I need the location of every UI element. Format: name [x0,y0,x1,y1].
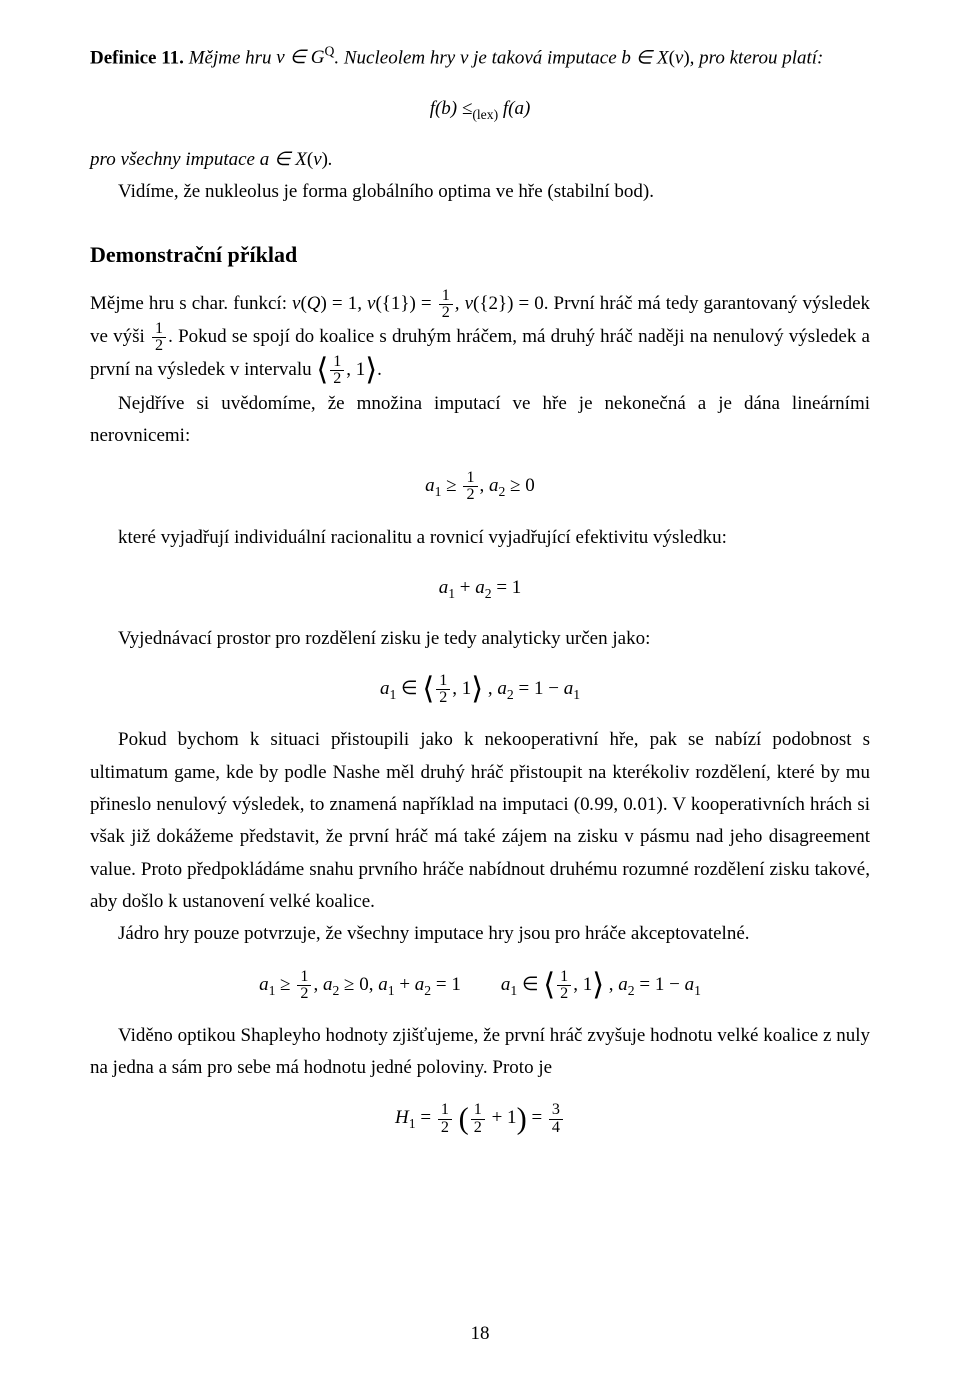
equation-row-right: a1 ∈ ⟨12, 1⟩ , a2 = 1 − a1 [501,969,701,1002]
eq1-b: f(a) [498,98,530,119]
para-jadro: Jádro hry pouze potvrzuje, že všechny im… [90,918,870,950]
equation-sum: a1 + a2 = 1 [90,572,870,605]
section-heading: Demonstrační příklad [90,236,870,273]
equation-row-left: a1 ≥ 12, a2 ≥ 0, a1 + a2 = 1 [259,969,461,1002]
definition-label: Definice 11. [90,47,184,68]
para-vyjednavaci: Vyjednávací prostor pro rozdělení zisku … [90,623,870,655]
p1-a: Mějme hru s char. funkcí: [90,293,292,314]
equation-lex: f(b) ≤(lex) f(a) [90,93,870,126]
equation-ineq: a1 ≥ 12, a2 ≥ 0 [90,470,870,503]
para-pokud: Pokud bychom k situaci přistoupili jako … [90,724,870,918]
p1-d: . [377,359,382,380]
page: Definice 11. Mějme hru v ∈ GQ. Nucleolem… [0,0,960,1380]
para-nejdrive: Nejdříve si uvědomíme, že množina imputa… [90,388,870,453]
line2-a: pro všechny imputace [90,149,260,170]
definition-line: Definice 11. Mějme hru v ∈ GQ. Nucleolem… [90,40,870,75]
equation-h1: H1 = 12 (12 + 1) = 34 [90,1102,870,1135]
eq1-a: f(b) ≤ [430,98,473,119]
line2-b: . [328,149,333,170]
para-ktere: které vyjadřují individuální racionalitu… [90,522,870,554]
line-forall: pro všechny imputace a ∈ X(v). [90,144,870,176]
page-number: 18 [0,1318,960,1350]
line-vidime: Vidíme, že nukleolus je forma globálního… [90,176,870,208]
p1-c: . Pokud se spojí do koalice s druhým hrá… [90,326,870,380]
def-text-a: Mějme hru [189,47,277,68]
para-videno: Viděno optikou Shapleyho hodnoty zjišťuj… [90,1020,870,1085]
para-charfunc: Mějme hru s char. funkcí: v(Q) = 1, v({1… [90,288,870,388]
def-text-c: je taková imputace [468,47,621,68]
def-text-b: . Nucleolem hry [334,47,460,68]
def-text-d: , pro kterou platí: [690,47,824,68]
equation-row: a1 ≥ 12, a2 ≥ 0, a1 + a2 = 1 a1 ∈ ⟨12, 1… [90,969,870,1002]
eq1-sub: (lex) [472,106,498,121]
equation-interval: a1 ∈ ⟨12, 1⟩ , a2 = 1 − a1 [90,673,870,706]
